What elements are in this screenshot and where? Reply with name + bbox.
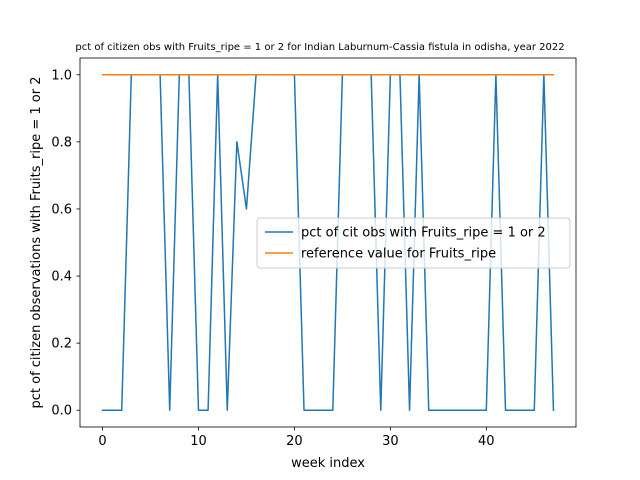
chart-title: pct of citizen obs with Fruits_ripe = 1 …	[75, 42, 564, 53]
y-tick-label: 0.2	[51, 337, 72, 352]
series-layer	[101, 74, 555, 412]
legend: pct of cit obs with Fruits_ripe = 1 or 2…	[256, 217, 571, 269]
legend-label: pct of cit obs with Fruits_ripe = 1 or 2	[301, 226, 546, 241]
y-tick-label: 0.0	[51, 404, 72, 419]
y-tick-label: 1.0	[51, 68, 72, 83]
y-tick-label: 0.8	[51, 135, 72, 150]
y-tick-label: 0.6	[51, 202, 72, 217]
y-tick-label: 0.4	[51, 270, 72, 285]
y-axis-label: pct of citizen observations with Fruits_…	[29, 76, 44, 408]
x-tick-label: 20	[286, 434, 303, 449]
y-axis: 0.0 0.2 0.4 0.6 0.8 1.0	[51, 68, 80, 419]
x-tick-label: 30	[382, 434, 399, 449]
x-tick-label: 10	[190, 434, 207, 449]
legend-label: reference value for Fruits_ripe	[301, 247, 496, 262]
x-axis: 0 10 20 30 40	[98, 427, 495, 449]
x-axis-label: week index	[291, 456, 365, 471]
series-line-1	[101, 74, 555, 412]
plot-frame	[79, 57, 577, 428]
legend-box	[256, 217, 571, 269]
x-tick-label: 0	[98, 434, 106, 449]
x-tick-label: 40	[478, 434, 495, 449]
